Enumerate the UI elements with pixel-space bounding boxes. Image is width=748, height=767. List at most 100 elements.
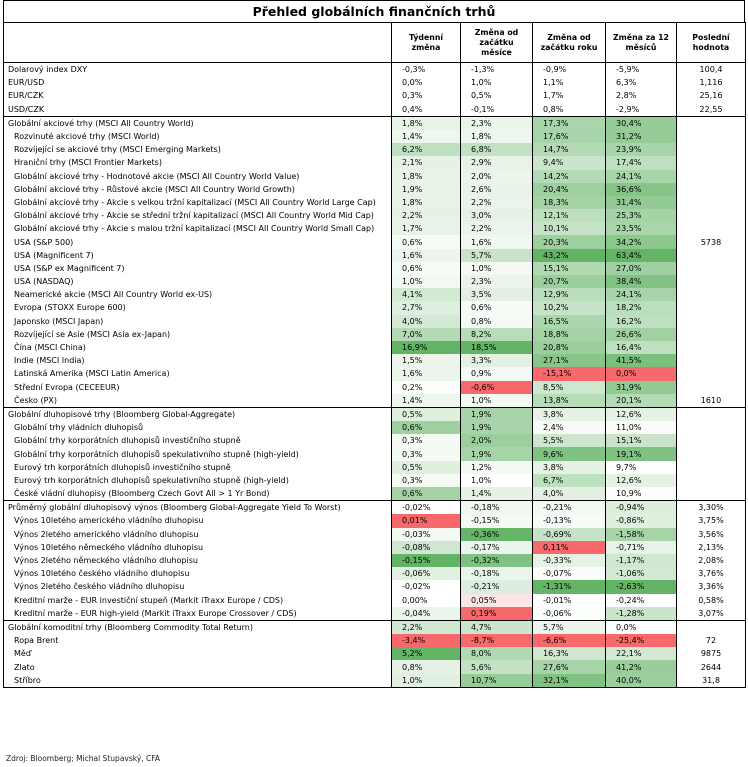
value-cell: 1,2% bbox=[460, 460, 533, 474]
row-label: Globální akciové trhy - Akcie se střední… bbox=[3, 209, 392, 223]
value-cell: 0,6% bbox=[391, 487, 461, 501]
value-cell: 0,01% bbox=[391, 514, 461, 528]
value-cell: 1,9% bbox=[391, 182, 461, 196]
value-cell: 16,3% bbox=[532, 647, 606, 661]
table-row: Eurový trh korporátních dluhopisů invest… bbox=[3, 460, 746, 474]
row-label: Evropa (STOXX Europe 600) bbox=[3, 301, 392, 315]
value-cell: -1,58% bbox=[605, 527, 677, 541]
table-row: Latinská Amerika (MSCI Latin America) 1,6… bbox=[3, 367, 746, 381]
row-label: Ropa Brent bbox=[3, 634, 392, 648]
value-cell: 2,4% bbox=[532, 421, 606, 435]
value-cell: 5,5% bbox=[532, 434, 606, 448]
header-label bbox=[3, 22, 392, 63]
row-label: Globální akciové trhy - Akcie s malou tr… bbox=[3, 222, 392, 236]
value-cell: -0,36% bbox=[460, 527, 533, 541]
last-value-cell: 72 bbox=[676, 634, 746, 648]
value-cell: 43,2% bbox=[532, 248, 606, 262]
value-cell: 24,1% bbox=[605, 169, 677, 183]
table-row: Globální komoditní trhy (Bloomberg Commo… bbox=[3, 619, 746, 635]
last-value-cell bbox=[676, 380, 746, 394]
row-label: Rozvíjející se Asie (MSCI Asia ex-Japan) bbox=[3, 327, 392, 341]
value-cell: 18,2% bbox=[605, 301, 677, 315]
last-value-cell bbox=[676, 248, 746, 262]
row-label: České vládní dluhopisy (Bloomberg Czech … bbox=[3, 487, 392, 501]
value-cell: -0,01% bbox=[532, 593, 606, 607]
value-cell: 18,5% bbox=[460, 340, 533, 355]
last-value-cell: 9875 bbox=[676, 647, 746, 661]
value-cell: 0,3% bbox=[391, 473, 461, 487]
value-cell: -6,6% bbox=[532, 634, 606, 648]
row-label: Rozvíjející se akciové trhy (MSCI Emergi… bbox=[3, 143, 392, 157]
row-label: Výnos 10letého českého vládního dluhopis… bbox=[3, 567, 392, 581]
header-ytd-change: Změna od začátku roku bbox=[532, 22, 606, 63]
last-value-cell bbox=[676, 209, 746, 223]
last-value-cell bbox=[676, 434, 746, 448]
value-cell: 1,9% bbox=[460, 406, 533, 422]
value-cell: 3,8% bbox=[532, 406, 606, 422]
value-cell: 31,4% bbox=[605, 195, 677, 210]
value-cell: -0,03% bbox=[391, 527, 461, 541]
value-cell: 0,8% bbox=[460, 314, 533, 328]
value-cell: 0,00% bbox=[391, 593, 461, 607]
value-cell: 2,1% bbox=[391, 156, 461, 170]
overview-table-container: Přehled globálních finančních trhů Týden… bbox=[3, 0, 746, 688]
value-cell: 0,5% bbox=[391, 406, 461, 422]
row-label: Kreditní marže - EUR investiční stupeň (… bbox=[3, 593, 392, 607]
value-cell: 8,2% bbox=[460, 327, 533, 341]
value-cell: 63,4% bbox=[605, 248, 677, 262]
value-cell: 6,2% bbox=[391, 143, 461, 157]
value-cell: -15,1% bbox=[532, 367, 606, 381]
row-label: Výnos 2letého amerického vládního dluhop… bbox=[3, 527, 392, 541]
last-value-cell bbox=[676, 288, 746, 302]
value-cell: 2,0% bbox=[460, 169, 533, 183]
value-cell: -0,94% bbox=[605, 500, 677, 515]
row-label: USA (S&P ex Magnificent 7) bbox=[3, 261, 392, 275]
value-cell: 0,5% bbox=[460, 89, 533, 103]
value-cell: 0,2% bbox=[391, 380, 461, 394]
source-note: Zdroj: Bloomberg; Michal Stupavský, CFA bbox=[6, 754, 161, 763]
row-label: EUR/CZK bbox=[3, 89, 392, 103]
value-cell: 4,0% bbox=[391, 314, 461, 328]
value-cell: 20,3% bbox=[532, 235, 606, 249]
row-label: Eurový trh korporátních dluhopisů spekul… bbox=[3, 473, 392, 487]
last-value-cell: 2,13% bbox=[676, 540, 746, 554]
value-cell: -0,15% bbox=[460, 514, 533, 528]
table-row: Dolarový index DXY -0,3% -1,3% -0,9% -5,9% 10… bbox=[3, 62, 746, 77]
value-cell: 9,4% bbox=[532, 156, 606, 170]
header-row: Týdenní změna Změna od začátku měsíce Zm… bbox=[3, 22, 746, 63]
value-cell: -8,7% bbox=[460, 634, 533, 648]
table-row: Globální akciové trhy - Akcie s velkou t… bbox=[3, 195, 746, 210]
value-cell: 10,2% bbox=[532, 301, 606, 315]
value-cell: -0,3% bbox=[391, 62, 461, 77]
table-row: EUR/USD 0,0% 1,0% 1,1% 6,3% 1,116 bbox=[3, 76, 746, 90]
value-cell: -0,21% bbox=[532, 500, 606, 515]
table-row: Globální akciové trhy - Hodnotové akcie … bbox=[3, 169, 746, 183]
table-row: Neamerické akcie (MSCI All Country World… bbox=[3, 288, 746, 302]
last-value-cell bbox=[676, 406, 746, 422]
row-label: Globální trhy korporátních dluhopisů spe… bbox=[3, 447, 392, 461]
value-cell: 1,7% bbox=[391, 222, 461, 236]
value-cell: 27,6% bbox=[532, 660, 606, 674]
value-cell: -0,6% bbox=[460, 380, 533, 394]
value-cell: -1,06% bbox=[605, 567, 677, 581]
value-cell: 38,4% bbox=[605, 275, 677, 289]
value-cell: 12,6% bbox=[605, 406, 677, 422]
table-title: Přehled globálních finančních trhů bbox=[3, 0, 745, 22]
value-cell: 15,1% bbox=[605, 434, 677, 448]
value-cell: -1,3% bbox=[460, 62, 533, 77]
value-cell: 2,2% bbox=[460, 195, 533, 210]
value-cell: 14,2% bbox=[532, 169, 606, 183]
value-cell: -0,1% bbox=[460, 102, 533, 117]
value-cell: 3,0% bbox=[460, 209, 533, 223]
value-cell: 5,2% bbox=[391, 647, 461, 661]
value-cell: 5,7% bbox=[532, 619, 606, 635]
value-cell: -1,28% bbox=[605, 606, 677, 621]
value-cell: 30,4% bbox=[605, 115, 677, 130]
value-cell: 3,8% bbox=[532, 460, 606, 474]
value-cell: 9,6% bbox=[532, 447, 606, 461]
value-cell: 17,4% bbox=[605, 156, 677, 170]
value-cell: 12,9% bbox=[532, 288, 606, 302]
row-label: USA (S&P 500) bbox=[3, 235, 392, 249]
last-value-cell: 100,4 bbox=[676, 62, 746, 77]
last-value-cell bbox=[676, 301, 746, 315]
